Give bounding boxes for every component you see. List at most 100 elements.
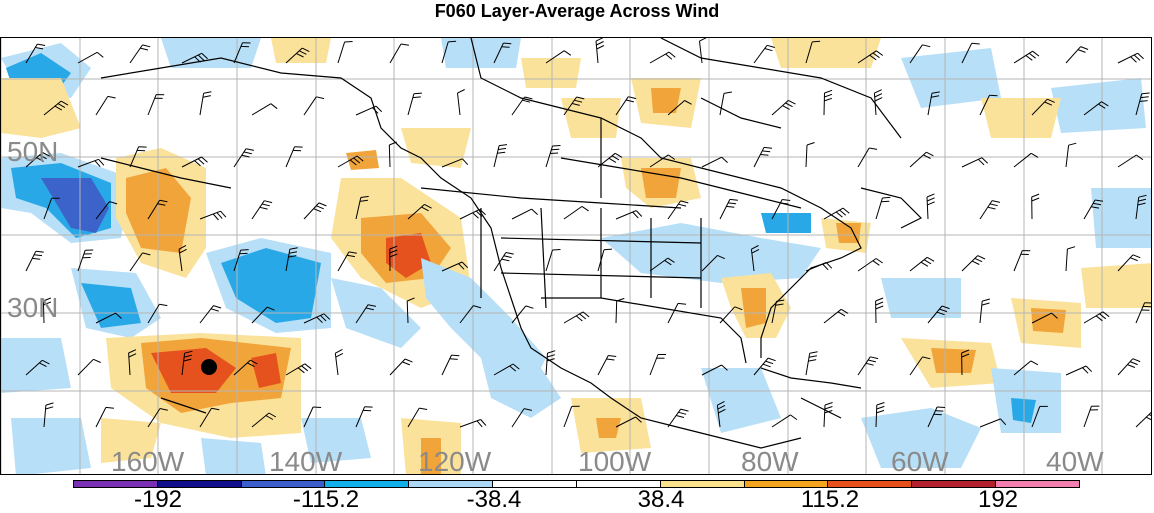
colorbar-label-38: 38.4 xyxy=(638,488,685,512)
barb-flag xyxy=(826,263,832,269)
barb-flag xyxy=(1128,365,1135,368)
barb-flag xyxy=(553,146,561,147)
barb-shaft xyxy=(1118,359,1133,375)
barb-shaft xyxy=(824,208,843,219)
lon-label-140w: 140W xyxy=(269,448,342,475)
barb-flag xyxy=(609,158,616,162)
wind-barb xyxy=(335,349,343,375)
wind-barb xyxy=(910,257,934,271)
wind-barb xyxy=(356,106,382,115)
barb-flag xyxy=(452,355,460,356)
wind-barb xyxy=(200,306,221,323)
barb-flag xyxy=(881,201,889,202)
barb-flag xyxy=(553,250,561,251)
barb-flag xyxy=(246,149,254,151)
map-canvas xyxy=(1,38,1152,475)
barb-flag xyxy=(1130,362,1138,365)
barb-shaft xyxy=(980,419,1001,427)
barb-flag xyxy=(877,406,885,409)
barb-flag xyxy=(497,152,505,153)
barb-flag xyxy=(1032,198,1040,201)
shaded-region xyxy=(881,278,961,318)
barb-flag xyxy=(302,366,308,371)
barb-shaft xyxy=(616,301,617,323)
barb-flag xyxy=(982,303,990,305)
barb-flag xyxy=(972,43,980,44)
barb-flag xyxy=(108,96,116,98)
barb-shaft xyxy=(494,253,506,272)
barb-flag xyxy=(502,47,510,48)
barb-flag xyxy=(1149,415,1152,418)
wind-barb xyxy=(390,44,409,63)
barb-flag xyxy=(1083,368,1089,374)
barb-flag xyxy=(580,314,586,319)
shaded-region xyxy=(201,438,266,475)
barb-flag xyxy=(978,256,985,259)
wind-barb xyxy=(980,299,990,323)
wind-barb xyxy=(754,45,775,63)
barb-flag xyxy=(825,407,833,410)
barb-flag xyxy=(203,96,211,98)
barb-flag xyxy=(402,362,409,365)
wind-barb xyxy=(494,145,507,167)
barb-flag xyxy=(271,104,277,109)
barb-flag xyxy=(790,415,797,420)
barb-shaft xyxy=(962,256,978,271)
barb-shaft xyxy=(700,41,703,63)
wind-barb xyxy=(1014,251,1030,271)
chart-title: F060 Layer-Average Across Wind xyxy=(0,0,1154,26)
barb-flag xyxy=(937,407,945,408)
wind-barb xyxy=(1032,194,1040,219)
barb-shaft xyxy=(1014,51,1033,63)
barb-flag xyxy=(504,256,512,258)
wind-barb xyxy=(564,312,589,323)
barb-flag xyxy=(503,43,511,44)
barb-shaft xyxy=(338,42,345,63)
wind-barb xyxy=(512,209,538,219)
wind-barb xyxy=(598,249,612,271)
barb-flag xyxy=(679,412,687,414)
barb-shaft xyxy=(442,355,452,375)
barb-shaft xyxy=(720,93,724,115)
barb-shaft xyxy=(858,357,870,375)
barb-shaft xyxy=(546,353,548,375)
barb-flag xyxy=(550,153,558,154)
barb-flag xyxy=(548,351,556,353)
barb-shaft xyxy=(962,158,982,167)
barb-shaft xyxy=(564,312,583,323)
lon-label-40w: 40W xyxy=(1046,448,1104,475)
barb-flag xyxy=(934,414,942,415)
wind-barb xyxy=(806,352,818,375)
barb-flag xyxy=(676,416,684,418)
barb-shaft xyxy=(1118,53,1138,63)
barb-flag xyxy=(97,52,103,57)
barb-flag xyxy=(37,44,45,45)
wind-barb xyxy=(546,146,561,168)
barb-shaft xyxy=(338,252,349,271)
barb-flag xyxy=(927,194,934,197)
barb-flag xyxy=(1086,366,1092,372)
barb-shaft xyxy=(252,104,271,115)
barb-flag xyxy=(316,206,323,209)
barb-flag xyxy=(876,51,883,56)
barb-flag xyxy=(35,48,43,49)
barb-shaft xyxy=(78,52,97,63)
wind-barb xyxy=(1066,366,1092,375)
shaded-region xyxy=(561,98,621,138)
barb-flag xyxy=(93,359,100,362)
barb-shaft xyxy=(650,355,658,376)
wind-barb xyxy=(96,96,116,115)
barb-flag xyxy=(825,403,833,406)
barb-shaft xyxy=(78,250,85,271)
barb-flag xyxy=(628,97,636,99)
barb-flag xyxy=(401,44,409,45)
barb-shaft xyxy=(720,199,730,219)
wind-barb xyxy=(650,52,675,63)
barb-flag xyxy=(1133,255,1140,258)
barb-flag xyxy=(1134,55,1140,60)
wind-barb xyxy=(876,197,890,219)
lat-label-50n: 50N xyxy=(7,138,58,166)
barb-flag xyxy=(617,298,625,301)
barb-flag xyxy=(213,214,218,220)
barb-shaft xyxy=(200,306,214,323)
